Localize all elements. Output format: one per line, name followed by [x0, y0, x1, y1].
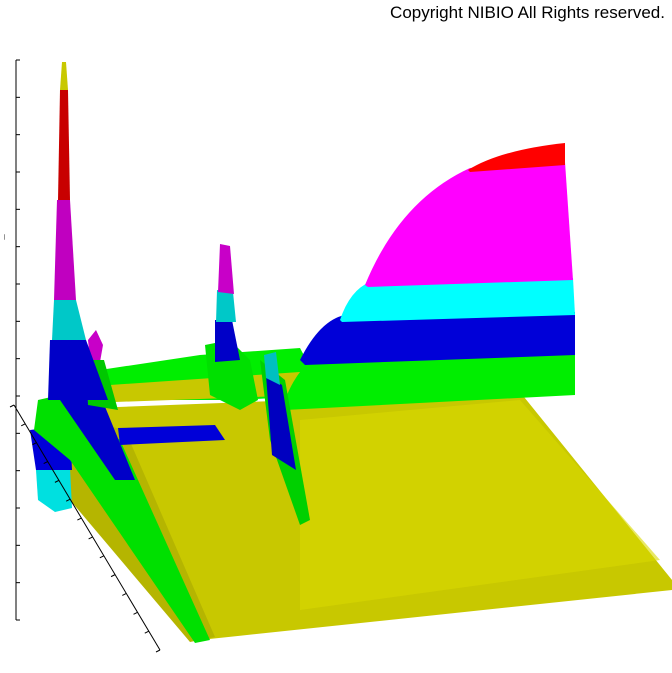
- plateau-band-magenta: [365, 162, 573, 287]
- front-tick: [21, 423, 26, 427]
- front-axis-line: [13, 404, 161, 651]
- plateau-band-cyan: [340, 278, 575, 322]
- vertical-axis-ticks: [16, 59, 20, 621]
- front-axis: [9, 404, 161, 653]
- front-tick: [144, 630, 149, 634]
- mid-band-cyan: [216, 290, 236, 322]
- plateau-band-blue: [300, 312, 575, 365]
- front-tick: [133, 611, 138, 615]
- mid-band-blue-2: [266, 375, 296, 470]
- front-tick: [155, 649, 161, 653]
- spike-band-blue: [48, 340, 108, 400]
- spike-band-cyan: [52, 300, 86, 340]
- plateau-band-red: [468, 143, 565, 172]
- front-axis-ticks: [9, 404, 161, 653]
- spike-band-magenta: [54, 200, 76, 300]
- right-plateau: [285, 143, 575, 410]
- ridge-band-cyan: [36, 468, 72, 512]
- ridge-band-green: [34, 395, 210, 643]
- front-tick: [32, 442, 37, 446]
- mid-band-magenta: [218, 244, 234, 294]
- middle-peak: [205, 244, 310, 525]
- back-band-blue: [118, 425, 225, 445]
- front-tick: [99, 555, 105, 559]
- small-band-magenta: [88, 330, 103, 362]
- front-tick: [77, 517, 82, 521]
- floor-highlight: [300, 400, 660, 610]
- mid-band-blue: [215, 320, 240, 362]
- copyright-text: Copyright NIBIO All Rights reserved.: [390, 3, 665, 22]
- vertical-axis: —: [1, 59, 20, 621]
- front-tick: [65, 498, 71, 502]
- vertical-axis-label: —: [1, 234, 8, 240]
- spike-band-red: [58, 90, 70, 200]
- front-tick: [88, 536, 93, 540]
- front-tick: [9, 404, 15, 408]
- mid-band-cyan-2: [264, 352, 280, 385]
- front-tick: [122, 593, 127, 596]
- front-tick: [54, 479, 60, 483]
- front-tick: [43, 461, 48, 464]
- spike-band-yellow: [60, 62, 68, 90]
- plateau-band-green: [285, 350, 575, 410]
- front-tick: [110, 574, 116, 578]
- tall-spike: [48, 62, 108, 400]
